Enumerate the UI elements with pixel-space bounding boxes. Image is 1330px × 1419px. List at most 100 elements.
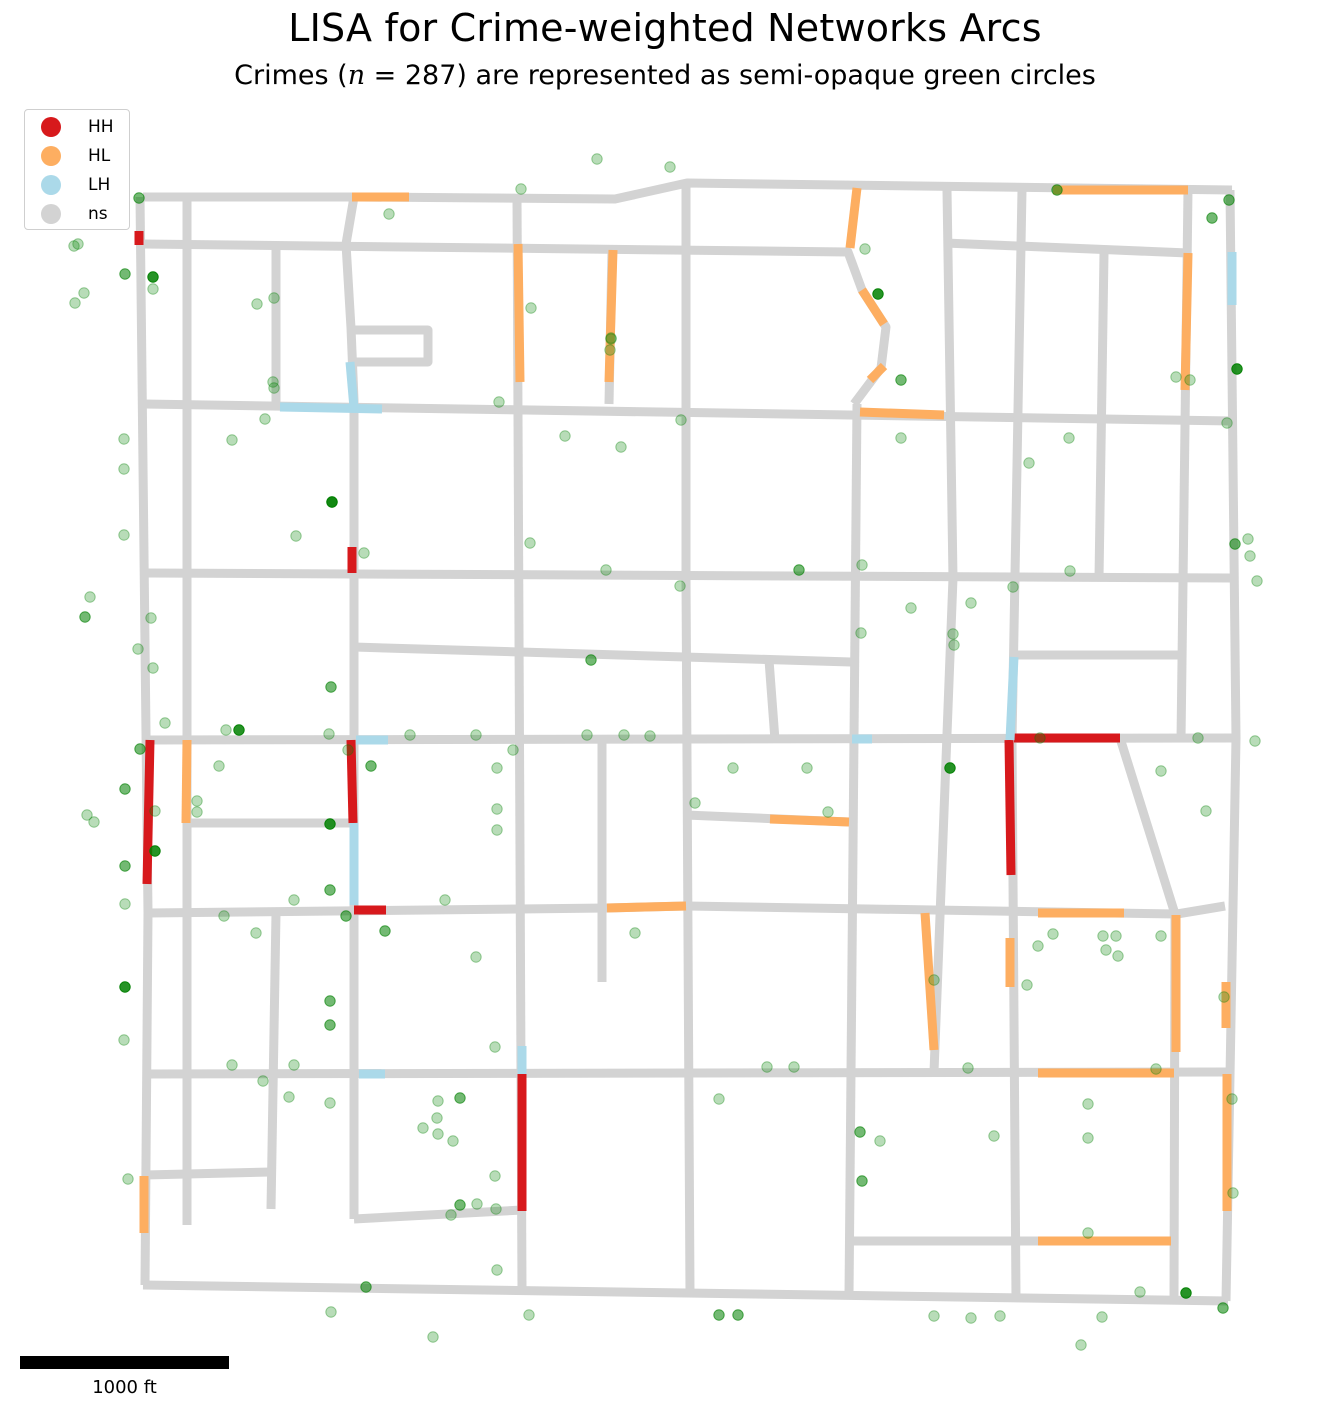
crime-point xyxy=(493,396,505,408)
crime-point xyxy=(404,729,416,741)
crime-point xyxy=(994,1310,1006,1322)
crime-point xyxy=(1110,930,1122,942)
crime-point xyxy=(1063,432,1075,444)
crime-point xyxy=(947,628,959,640)
arc-ns xyxy=(681,183,695,1295)
crime-point xyxy=(1007,581,1019,593)
crime-point xyxy=(732,1309,744,1321)
crime-point xyxy=(664,161,676,173)
crime-point xyxy=(1217,1302,1229,1314)
scale-bar xyxy=(20,1356,229,1369)
legend-swatch-hh xyxy=(41,117,61,137)
crime-point xyxy=(689,797,701,809)
crime-point xyxy=(1047,928,1059,940)
crime-point xyxy=(856,1175,868,1187)
crime-point xyxy=(761,1061,773,1073)
arc-lh xyxy=(345,361,359,409)
crime-point xyxy=(644,730,656,742)
crime-points xyxy=(68,153,1263,1351)
crime-point xyxy=(1023,457,1035,469)
crime-point xyxy=(1051,184,1063,196)
crime-point xyxy=(68,240,80,252)
crime-point xyxy=(988,1130,1000,1142)
arc-ns xyxy=(266,912,281,1210)
crime-point xyxy=(134,743,146,755)
arc-ns xyxy=(1094,252,1109,579)
crime-point xyxy=(470,729,482,741)
crime-point xyxy=(674,580,686,592)
crime-point xyxy=(250,927,262,939)
crime-point xyxy=(1082,1098,1094,1110)
legend-label-hl: HL xyxy=(88,146,111,166)
crime-point xyxy=(1082,1132,1094,1144)
crime-point xyxy=(727,762,739,774)
arc-ns xyxy=(929,189,958,1073)
crime-point xyxy=(290,530,302,542)
arc-hl xyxy=(606,901,687,913)
arc-lh xyxy=(279,402,383,414)
subtitle-prefix: Crimes ( xyxy=(234,60,348,91)
crime-point xyxy=(358,547,370,559)
crime-point xyxy=(342,744,354,756)
crime-point xyxy=(471,1198,483,1210)
crime-point xyxy=(928,974,940,986)
crime-point xyxy=(523,1309,535,1321)
crime-point xyxy=(1242,533,1254,545)
crime-point xyxy=(288,894,300,906)
crime-point xyxy=(432,1095,444,1107)
crime-point xyxy=(1180,1287,1192,1299)
crime-point xyxy=(1021,979,1033,991)
arc-ns xyxy=(353,642,852,667)
arc-ns xyxy=(144,1167,272,1180)
arc-lh xyxy=(1005,656,1019,741)
crime-point xyxy=(491,1264,503,1276)
crime-point xyxy=(1170,371,1182,383)
crime-point xyxy=(1226,1093,1238,1105)
crime-point xyxy=(226,434,238,446)
crime-point xyxy=(1227,1187,1239,1199)
crime-point xyxy=(1155,765,1167,777)
arc-hl xyxy=(859,407,945,420)
crime-point xyxy=(72,238,84,250)
crime-point xyxy=(618,729,630,741)
crime-point xyxy=(585,654,597,666)
crime-point xyxy=(581,729,593,741)
crime-point xyxy=(324,995,336,1007)
crime-point xyxy=(515,183,527,195)
crime-point xyxy=(1082,1227,1094,1239)
crime-point xyxy=(88,816,100,828)
crime-point xyxy=(119,981,131,993)
crime-point xyxy=(379,925,391,937)
crime-point xyxy=(524,537,536,549)
map-subtitle: Crimes (n = 287) are represented as semi… xyxy=(0,60,1330,91)
crime-point xyxy=(491,762,503,774)
crime-point xyxy=(1150,1063,1162,1075)
arc-ns xyxy=(1115,736,1180,1302)
crime-point xyxy=(324,818,336,830)
crime-point xyxy=(119,860,131,872)
crime-point xyxy=(605,333,617,345)
crime-point xyxy=(159,717,171,729)
crime-point xyxy=(605,332,617,344)
legend-item-lh: LH xyxy=(41,173,110,197)
crime-point xyxy=(340,910,352,922)
arc-ns xyxy=(143,178,1233,204)
crime-point xyxy=(1032,940,1044,952)
arc-ns xyxy=(341,196,359,1219)
crime-point xyxy=(84,591,96,603)
arc-hh xyxy=(346,739,358,824)
crime-point xyxy=(324,1097,336,1109)
crime-point xyxy=(591,153,603,165)
subtitle-variable: n xyxy=(347,60,366,91)
crime-point xyxy=(118,529,130,541)
crime-point xyxy=(233,724,245,736)
arc-ns xyxy=(353,325,433,367)
crime-point xyxy=(118,463,130,475)
arc-ns xyxy=(844,403,862,1296)
crime-point xyxy=(1112,950,1124,962)
crime-point xyxy=(288,1059,300,1071)
crime-point xyxy=(855,627,867,639)
crime-point xyxy=(69,297,81,309)
crime-point xyxy=(1244,550,1256,562)
crime-point xyxy=(928,1310,940,1322)
